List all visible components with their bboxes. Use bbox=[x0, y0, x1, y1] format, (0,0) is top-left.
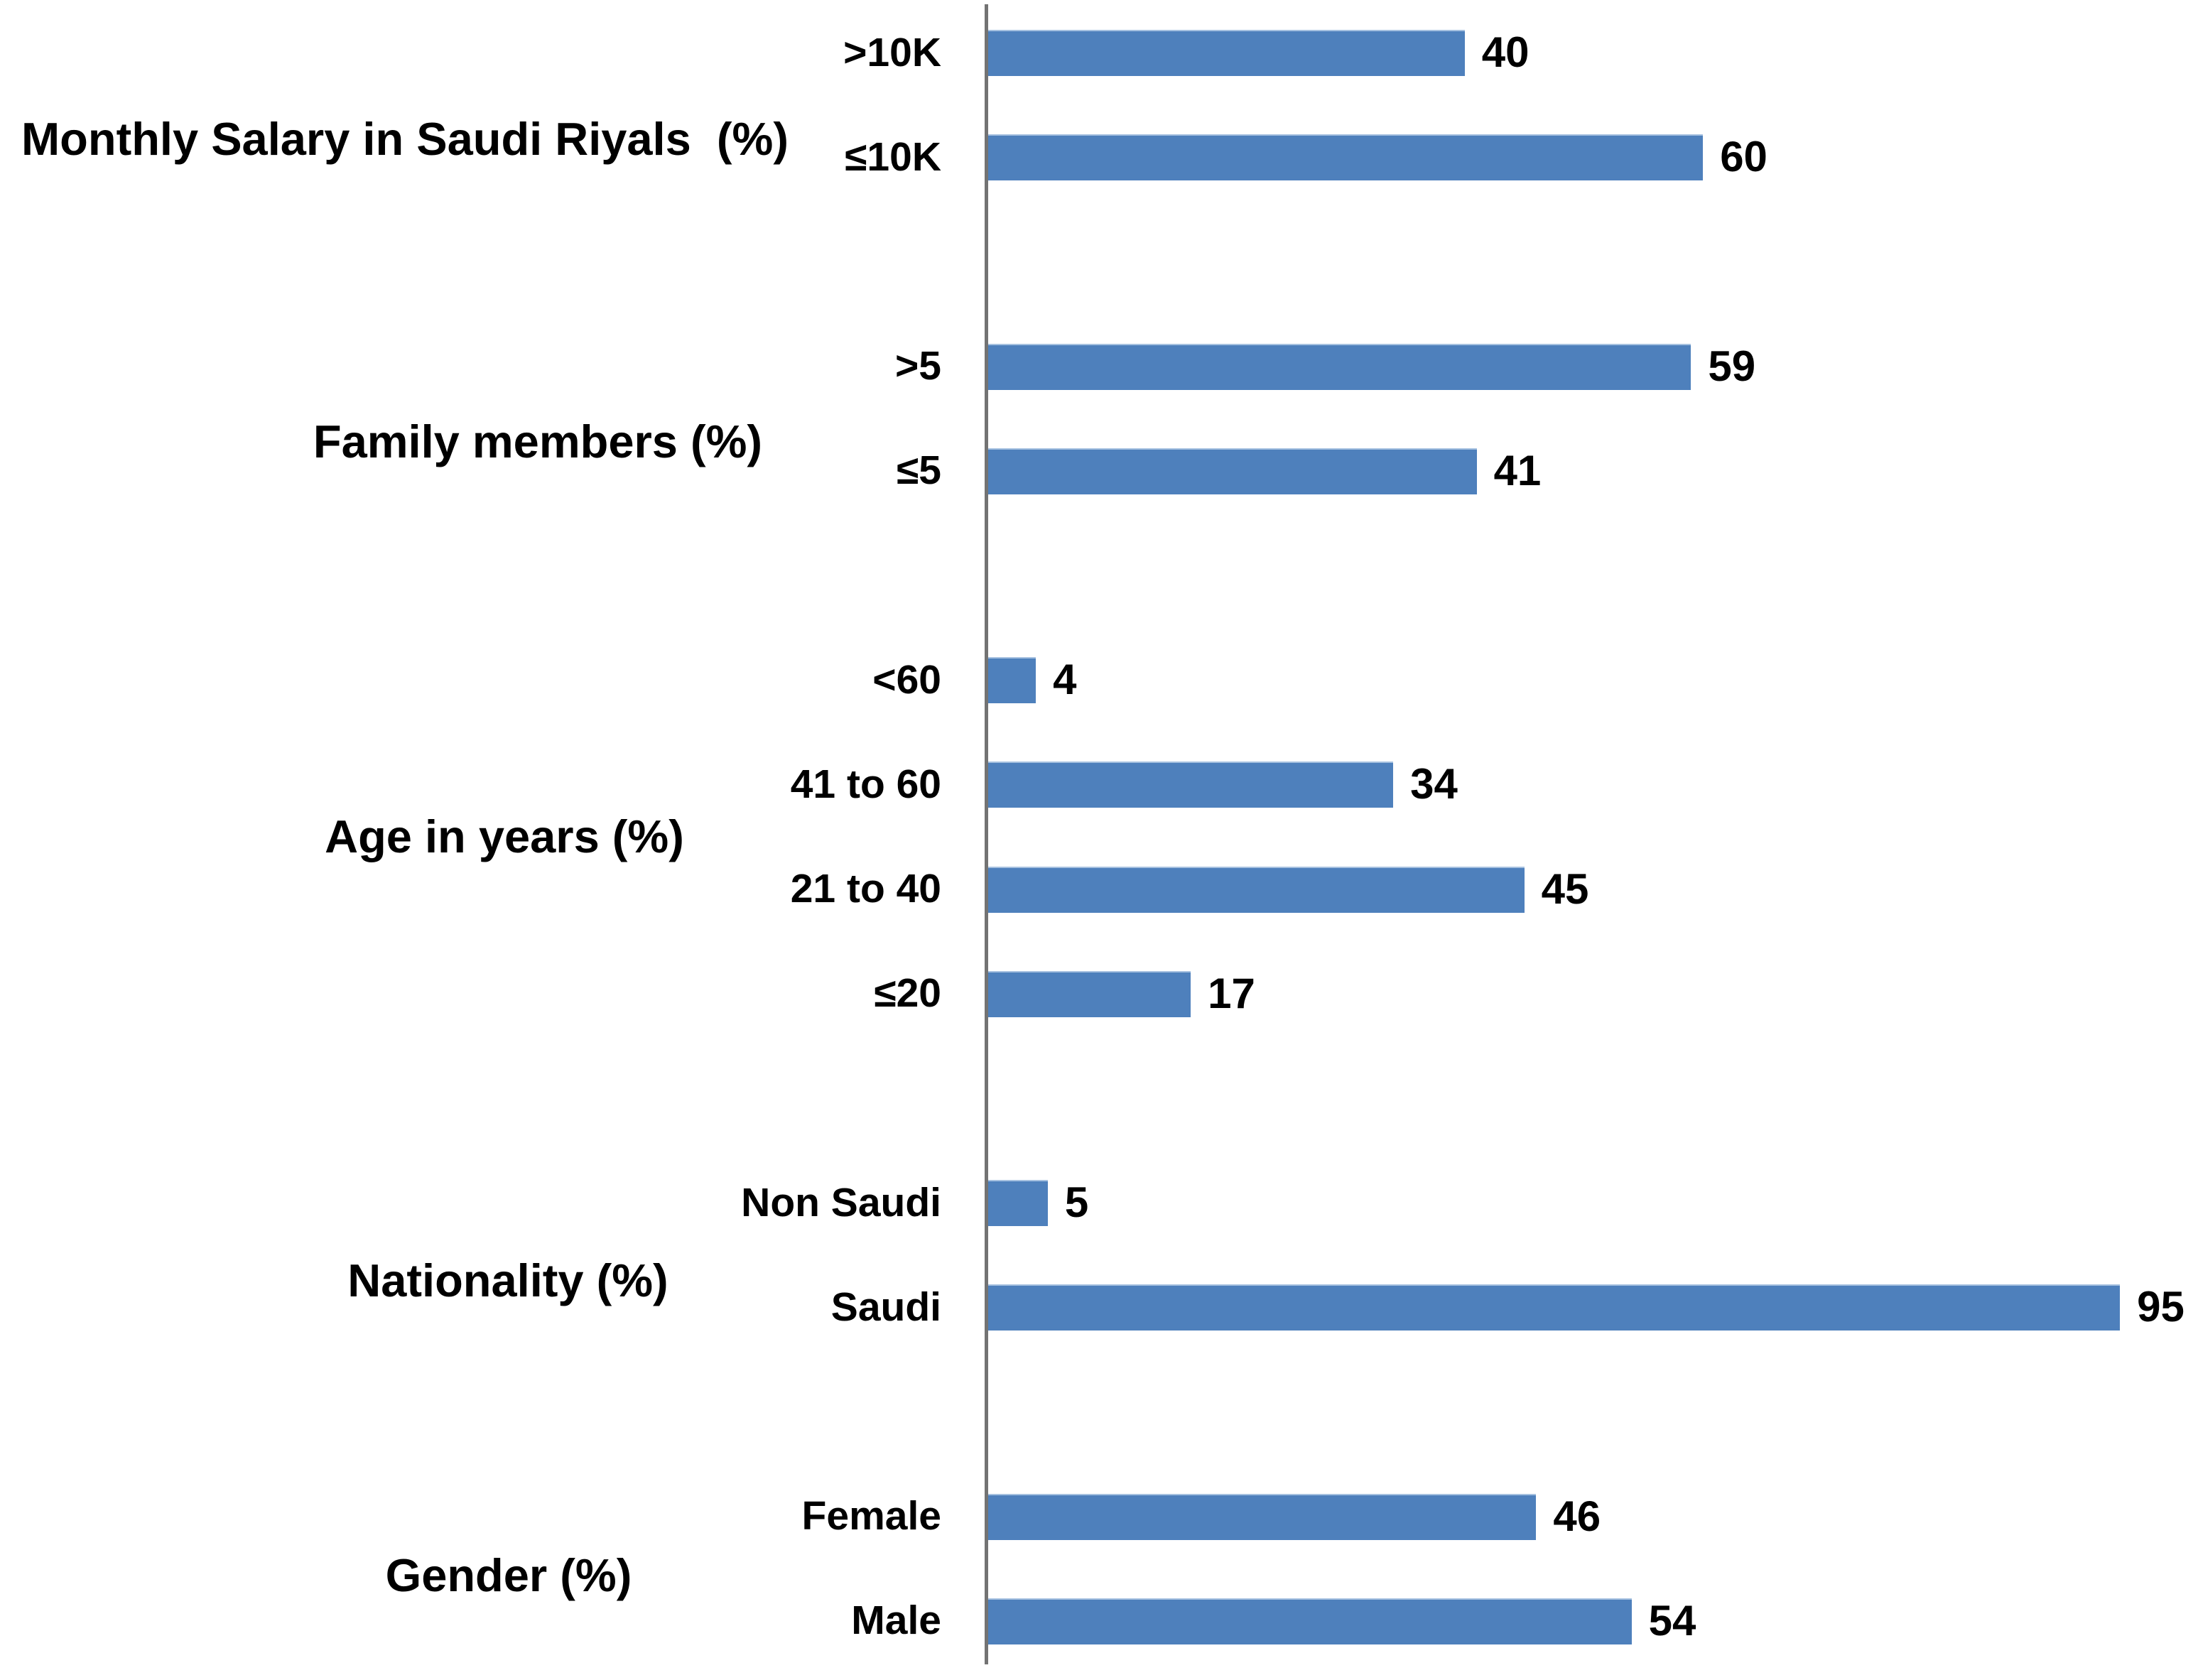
data-bar bbox=[988, 343, 1691, 390]
data-bar bbox=[988, 657, 1036, 704]
category-label: >5 bbox=[895, 343, 941, 389]
category-label: <60 bbox=[872, 656, 941, 703]
value-label: 59 bbox=[1708, 342, 1756, 390]
chart-row: ≤10K 60 bbox=[0, 104, 2198, 209]
chart-row: ≤5 41 bbox=[0, 418, 2198, 523]
value-label: 46 bbox=[1553, 1492, 1601, 1540]
group-label: Age in years (%) bbox=[325, 811, 684, 862]
value-label: 60 bbox=[1720, 133, 1767, 181]
value-label: 4 bbox=[1053, 656, 1077, 704]
category-axis-line bbox=[985, 4, 988, 1664]
value-label: 41 bbox=[1493, 446, 1542, 494]
category-label: >10K bbox=[843, 29, 941, 75]
data-bar bbox=[988, 134, 1704, 181]
category-label: ≤20 bbox=[874, 970, 941, 1017]
chart-row: Male 54 bbox=[0, 1568, 2198, 1673]
chart-row: >10K 40 bbox=[0, 0, 2198, 104]
group-label: Family members (%) bbox=[313, 416, 763, 468]
category-label: Female bbox=[801, 1493, 941, 1539]
value-label: 95 bbox=[2137, 1283, 2185, 1331]
category-label: Male bbox=[851, 1598, 941, 1644]
chart-row: <60 4 bbox=[0, 627, 2198, 732]
group-label: Monthly Salary in Saudi Riyals (%) bbox=[21, 112, 789, 165]
value-label: 34 bbox=[1410, 760, 1458, 808]
category-label: ≤5 bbox=[897, 448, 941, 494]
value-label: 17 bbox=[1208, 969, 1255, 1017]
data-bar bbox=[988, 1180, 1048, 1227]
data-bar bbox=[988, 1598, 1632, 1644]
chart-row: 41 to 60 34 bbox=[0, 732, 2198, 836]
data-bar bbox=[988, 866, 1525, 913]
value-label: 45 bbox=[1541, 865, 1589, 913]
category-label: Non Saudi bbox=[741, 1179, 941, 1225]
value-label: 54 bbox=[1648, 1596, 1696, 1644]
data-bar bbox=[988, 1284, 2121, 1331]
chart-row: ≤20 17 bbox=[0, 941, 2198, 1046]
category-label: 41 to 60 bbox=[790, 761, 941, 807]
data-bar bbox=[988, 30, 1465, 76]
data-bar bbox=[988, 448, 1477, 494]
chart-row: 21 to 40 45 bbox=[0, 837, 2198, 941]
group-label: Gender (%) bbox=[385, 1549, 632, 1602]
data-bar bbox=[988, 762, 1394, 808]
chart-row: Non Saudi 5 bbox=[0, 1150, 2198, 1254]
data-bar bbox=[988, 1493, 1537, 1540]
data-bar bbox=[988, 970, 1191, 1017]
chart-row: >5 59 bbox=[0, 314, 2198, 418]
group-label: Nationality (%) bbox=[347, 1254, 668, 1306]
chart-row: Female 46 bbox=[0, 1464, 2198, 1568]
category-label: Saudi bbox=[830, 1284, 941, 1330]
value-label: 40 bbox=[1481, 28, 1530, 77]
category-label: ≤10K bbox=[845, 134, 941, 180]
chart-row: Saudi 95 bbox=[0, 1254, 2198, 1359]
category-label: 21 to 40 bbox=[790, 866, 941, 912]
value-label: 5 bbox=[1064, 1178, 1089, 1227]
